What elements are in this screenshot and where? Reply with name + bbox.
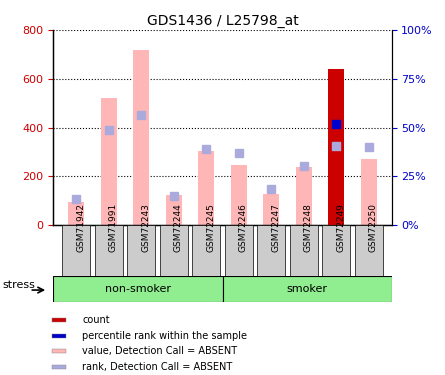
Bar bbox=[95, 225, 122, 276]
Text: GSM72250: GSM72250 bbox=[369, 203, 378, 252]
Bar bbox=[290, 225, 318, 276]
Bar bbox=[53, 276, 222, 302]
Text: stress: stress bbox=[3, 280, 36, 290]
Bar bbox=[295, 166, 312, 225]
Bar bbox=[231, 165, 247, 225]
Bar bbox=[52, 350, 66, 353]
Text: GSM72243: GSM72243 bbox=[141, 203, 150, 252]
Bar bbox=[62, 225, 90, 276]
Bar bbox=[328, 159, 344, 225]
Bar bbox=[263, 194, 279, 225]
Text: GSM72247: GSM72247 bbox=[271, 203, 280, 252]
Text: rank, Detection Call = ABSENT: rank, Detection Call = ABSENT bbox=[82, 362, 233, 372]
Text: value, Detection Call = ABSENT: value, Detection Call = ABSENT bbox=[82, 346, 238, 356]
Text: percentile rank within the sample: percentile rank within the sample bbox=[82, 331, 247, 341]
Text: GSM72244: GSM72244 bbox=[174, 203, 183, 252]
Bar bbox=[225, 225, 253, 276]
Bar bbox=[52, 365, 66, 369]
Bar bbox=[127, 225, 155, 276]
Text: non-smoker: non-smoker bbox=[105, 284, 171, 294]
Bar bbox=[198, 151, 214, 225]
Text: GSM72248: GSM72248 bbox=[304, 203, 313, 252]
Text: smoker: smoker bbox=[287, 284, 328, 294]
Bar bbox=[361, 159, 377, 225]
Bar bbox=[160, 225, 187, 276]
Text: GSM72245: GSM72245 bbox=[206, 203, 215, 252]
Text: count: count bbox=[82, 315, 110, 325]
Text: GSM71942: GSM71942 bbox=[76, 203, 85, 252]
Bar bbox=[192, 225, 220, 276]
Text: GSM72249: GSM72249 bbox=[336, 203, 345, 252]
Bar bbox=[258, 225, 285, 276]
Text: GSM72246: GSM72246 bbox=[239, 203, 248, 252]
Bar bbox=[323, 225, 350, 276]
Bar bbox=[52, 318, 66, 322]
Bar bbox=[133, 50, 150, 225]
Bar bbox=[52, 334, 66, 338]
Bar bbox=[101, 98, 117, 225]
Text: GSM71991: GSM71991 bbox=[109, 203, 117, 252]
Title: GDS1436 / L25798_at: GDS1436 / L25798_at bbox=[146, 13, 299, 28]
Bar bbox=[328, 69, 344, 225]
Bar bbox=[355, 225, 383, 276]
Bar bbox=[222, 276, 392, 302]
Bar bbox=[68, 202, 84, 225]
Bar bbox=[166, 195, 182, 225]
